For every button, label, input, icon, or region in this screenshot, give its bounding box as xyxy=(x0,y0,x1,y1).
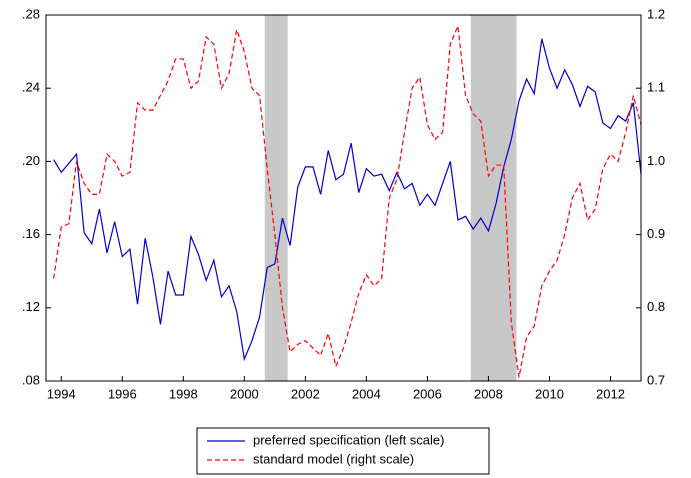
shaded-region xyxy=(264,15,288,381)
y2-tick-label: 1.2 xyxy=(647,6,665,21)
y-tick-label: .12 xyxy=(22,299,40,314)
plot-frame xyxy=(45,14,642,382)
x-tick-label: 2012 xyxy=(596,386,625,401)
y2-tick-label: 0.7 xyxy=(647,372,665,387)
x-tick-label: 1994 xyxy=(47,386,76,401)
x-tick-label: 2000 xyxy=(230,386,259,401)
y2-tick-label: 0.9 xyxy=(647,226,665,241)
series-line xyxy=(53,38,642,362)
series-line xyxy=(53,25,642,378)
x-tick-label: 2004 xyxy=(352,386,381,401)
y-tick-label: .08 xyxy=(22,372,40,387)
legend-label: preferred specification (left scale) xyxy=(253,432,444,447)
y2-tick-label: 1.0 xyxy=(647,153,665,168)
y-tick-label: .28 xyxy=(22,6,40,21)
y2-tick-label: 0.8 xyxy=(647,299,665,314)
x-tick-label: 1996 xyxy=(108,386,137,401)
x-tick-label: 1998 xyxy=(169,386,198,401)
y-tick-label: .20 xyxy=(22,153,40,168)
y-tick-label: .24 xyxy=(22,80,40,95)
x-tick-label: 2002 xyxy=(291,386,320,401)
y2-tick-label: 1.1 xyxy=(647,80,665,95)
legend-label: standard model (right scale) xyxy=(253,451,414,466)
x-tick-label: 2010 xyxy=(535,386,564,401)
shaded-region xyxy=(470,15,517,381)
legend-box xyxy=(196,427,490,475)
x-tick-label: 2008 xyxy=(474,386,503,401)
y-tick-label: .16 xyxy=(22,226,40,241)
x-tick-label: 2006 xyxy=(413,386,442,401)
